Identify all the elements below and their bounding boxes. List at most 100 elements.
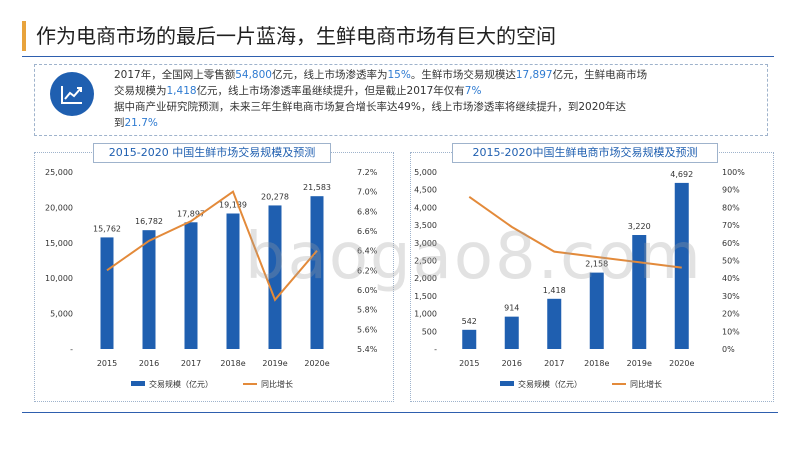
y2-axis-tick-label: 6.8% <box>357 207 378 216</box>
bar <box>504 316 519 349</box>
bar <box>632 235 647 349</box>
bar-data-label: 20,278 <box>261 192 289 201</box>
y-axis-tick-label: 2,000 <box>414 274 437 283</box>
fresh-market-value: 17,897 <box>515 69 553 81</box>
y2-axis-tick-label: 60% <box>722 239 740 248</box>
summary-text-span: 交易规模为 <box>114 85 167 97</box>
bar-data-label: 542 <box>462 317 477 326</box>
summary-text-span: 亿元，线上市场渗透率虽继续提升，但是截止2017年仅有 <box>196 85 465 97</box>
bar <box>547 298 562 349</box>
title-divider <box>22 56 774 57</box>
chart-title-left: 2015-2020 中国生鲜市场交易规模及预测 <box>93 143 331 163</box>
bar-data-label: 21,583 <box>303 183 331 192</box>
trend-chart-icon <box>50 72 94 116</box>
summary-text-span: 亿元，生鲜电商市场 <box>552 69 648 81</box>
x-axis-tick-label: 2020e <box>669 359 694 368</box>
bar <box>462 329 477 349</box>
y2-axis-tick-label: 6.0% <box>357 286 378 295</box>
y2-axis-tick-label: 6.4% <box>357 247 378 256</box>
legend-line-label: 同比增长 <box>630 379 662 389</box>
y2-axis-tick-label: 40% <box>722 274 740 283</box>
x-axis-tick-label: 2018e <box>584 359 609 368</box>
summary-line-2: 交易规模为1,418亿元，线上市场渗透率虽继续提升，但是截止2017年仅有7% <box>114 83 760 99</box>
y2-axis-tick-label: 100% <box>722 168 745 177</box>
legend-line-label: 同比增长 <box>261 379 293 389</box>
bar <box>100 237 114 349</box>
summary-line-1: 2017年，全国网上零售额54,800亿元，线上市场渗透率为15%。生鲜市场交易… <box>114 67 760 83</box>
y-axis-tick-label: 10,000 <box>45 274 73 283</box>
y2-axis-tick-label: 10% <box>722 327 740 336</box>
summary-text-span: 。生鲜市场交易规模达 <box>410 69 516 81</box>
summary-text-span: 到 <box>114 117 125 129</box>
y-axis-tick-label: 500 <box>422 327 437 336</box>
summary-line-3: 据中商产业研究院预测，未来三年生鲜电商市场复合增长率达49%，线上市场渗透率将继… <box>114 99 760 115</box>
y2-axis-tick-label: 90% <box>722 186 740 195</box>
bar-data-label: 1,418 <box>543 286 566 295</box>
y2-axis-tick-label: 20% <box>722 310 740 319</box>
bar-data-label: 16,782 <box>135 217 163 226</box>
y2-axis-tick-label: 70% <box>722 221 740 230</box>
bar-data-label: 914 <box>504 304 519 313</box>
y2-axis-tick-label: 7.0% <box>357 188 378 197</box>
x-axis-tick-label: 2020e <box>304 359 329 368</box>
growth-line <box>106 190 318 302</box>
bar-data-label: 19,139 <box>219 200 247 209</box>
summary-line-4: 到21.7% <box>114 115 760 131</box>
y-axis-tick-label: 1,000 <box>414 310 437 319</box>
y-axis-tick-label: 15,000 <box>45 239 73 248</box>
y-axis-tick-label: 4,000 <box>414 203 437 212</box>
x-axis-tick-label: 2015 <box>97 359 117 368</box>
bar <box>142 230 156 349</box>
y2-axis-tick-label: 5.8% <box>357 306 378 315</box>
fresh-penetration-value: 7% <box>464 85 482 97</box>
x-axis-tick-label: 2019e <box>262 359 287 368</box>
y-axis-tick-label: 3,000 <box>414 239 437 248</box>
y2-axis-tick-label: 0% <box>722 345 735 354</box>
bar-data-label: 3,220 <box>628 222 651 231</box>
legend-bar-label: 交易规模（亿元） <box>149 379 213 389</box>
y-axis-tick-label: 3,500 <box>414 221 437 230</box>
fresh-ecommerce-value: 1,418 <box>166 85 197 97</box>
y2-axis-tick-label: 30% <box>722 292 740 301</box>
y2-axis-tick-label: 7.2% <box>357 168 378 177</box>
chart-title-right: 2015-2020中国生鲜电商市场交易规模及预测 <box>452 143 718 163</box>
y-axis-tick-label: 25,000 <box>45 168 73 177</box>
x-axis-tick-label: 2017 <box>181 359 201 368</box>
legend-bar-swatch <box>500 381 514 386</box>
bar-data-label: 15,762 <box>93 224 121 233</box>
y2-axis-tick-label: 50% <box>722 257 740 266</box>
legend-bar-swatch <box>131 381 145 386</box>
summary-text-span: 2017年，全国网上零售额 <box>114 69 236 81</box>
bar <box>310 196 324 349</box>
title-accent-bar <box>22 21 26 51</box>
y2-axis-tick-label: 6.6% <box>357 227 378 236</box>
online-retail-value: 54,800 <box>235 69 272 81</box>
bar-data-label: 17,897 <box>177 209 205 218</box>
growth-line <box>468 195 682 269</box>
y-axis-tick-label: 4,500 <box>414 186 437 195</box>
y-axis-tick-label: 5,000 <box>50 310 73 319</box>
bar <box>268 205 282 349</box>
y-axis-tick-label: 1,500 <box>414 292 437 301</box>
bar <box>589 272 604 349</box>
online-penetration-value: 15% <box>387 69 411 81</box>
bar <box>226 213 240 349</box>
x-axis-tick-label: 2018e <box>220 359 245 368</box>
summary-text: 2017年，全国网上零售额54,800亿元，线上市场渗透率为15%。生鲜市场交易… <box>114 67 760 131</box>
x-axis-tick-label: 2017 <box>544 359 564 368</box>
forecast-penetration-value: 21.7% <box>124 117 158 129</box>
y-axis-tick-label: 5,000 <box>414 168 437 177</box>
y2-axis-tick-label: 80% <box>722 203 740 212</box>
x-axis-tick-label: 2019e <box>627 359 652 368</box>
y-axis-tick-label: 20,000 <box>45 203 73 212</box>
y-axis-tick-label: - <box>434 345 437 354</box>
x-axis-tick-label: 2015 <box>459 359 479 368</box>
summary-box <box>34 64 768 136</box>
bar-data-label: 4,692 <box>670 170 693 179</box>
y-axis-tick-label: - <box>70 345 73 354</box>
y-axis-tick-label: 2,500 <box>414 257 437 266</box>
bar <box>674 182 689 349</box>
summary-text-span: 亿元，线上市场渗透率为 <box>271 69 388 81</box>
